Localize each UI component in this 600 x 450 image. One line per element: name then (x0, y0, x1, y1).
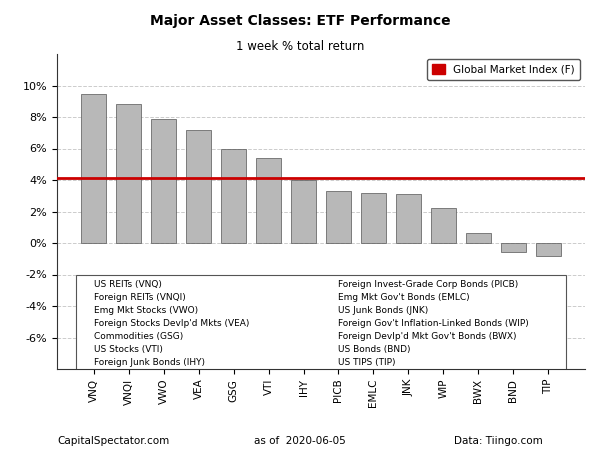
Bar (81, 94, 106, 243)
Text: US Junk Bonds (JNK): US Junk Bonds (JNK) (338, 306, 429, 315)
Text: as of  2020-06-05: as of 2020-06-05 (254, 436, 346, 446)
Text: Major Asset Classes: ETF Performance: Major Asset Classes: ETF Performance (149, 14, 451, 27)
Bar (396, 194, 421, 243)
Text: Emg Mkt Stocks (VWO): Emg Mkt Stocks (VWO) (94, 306, 198, 315)
Text: Foreign Invest-Grade Corp Bonds (PICB): Foreign Invest-Grade Corp Bonds (PICB) (338, 280, 519, 289)
Bar (116, 104, 141, 243)
Text: Foreign REITs (VNQI): Foreign REITs (VNQI) (94, 293, 185, 302)
Bar (326, 191, 351, 243)
Text: US Bonds (BND): US Bonds (BND) (338, 345, 411, 354)
Text: Commodities (GSG): Commodities (GSG) (94, 332, 183, 341)
Text: Foreign Gov't Inflation-Linked Bonds (WIP): Foreign Gov't Inflation-Linked Bonds (WI… (338, 319, 529, 328)
Bar (151, 119, 176, 243)
Bar (256, 158, 281, 243)
Bar (466, 233, 491, 243)
Bar (221, 149, 246, 243)
Text: Foreign Stocks Devlp'd Mkts (VEA): Foreign Stocks Devlp'd Mkts (VEA) (94, 319, 249, 328)
Text: Data: Tiingo.com: Data: Tiingo.com (454, 436, 543, 446)
Bar (361, 194, 386, 243)
Legend: Global Market Index (F): Global Market Index (F) (427, 59, 580, 80)
Text: US Stocks (VTI): US Stocks (VTI) (94, 345, 163, 354)
Text: 1 week % total return: 1 week % total return (236, 40, 364, 54)
Text: US REITs (VNQ): US REITs (VNQ) (94, 280, 161, 289)
Bar (536, 243, 561, 256)
Text: Foreign Junk Bonds (IHY): Foreign Junk Bonds (IHY) (94, 357, 205, 366)
Bar (76, 274, 566, 369)
Text: CapitalSpectator.com: CapitalSpectator.com (57, 436, 169, 446)
Bar (186, 130, 211, 243)
Text: US TIPS (TIP): US TIPS (TIP) (338, 357, 396, 366)
Bar (501, 243, 526, 252)
Text: Emg Mkt Gov't Bonds (EMLC): Emg Mkt Gov't Bonds (EMLC) (338, 293, 470, 302)
Bar (291, 180, 316, 243)
Bar (431, 208, 456, 243)
Text: Foreign Devlp'd Mkt Gov't Bonds (BWX): Foreign Devlp'd Mkt Gov't Bonds (BWX) (338, 332, 517, 341)
